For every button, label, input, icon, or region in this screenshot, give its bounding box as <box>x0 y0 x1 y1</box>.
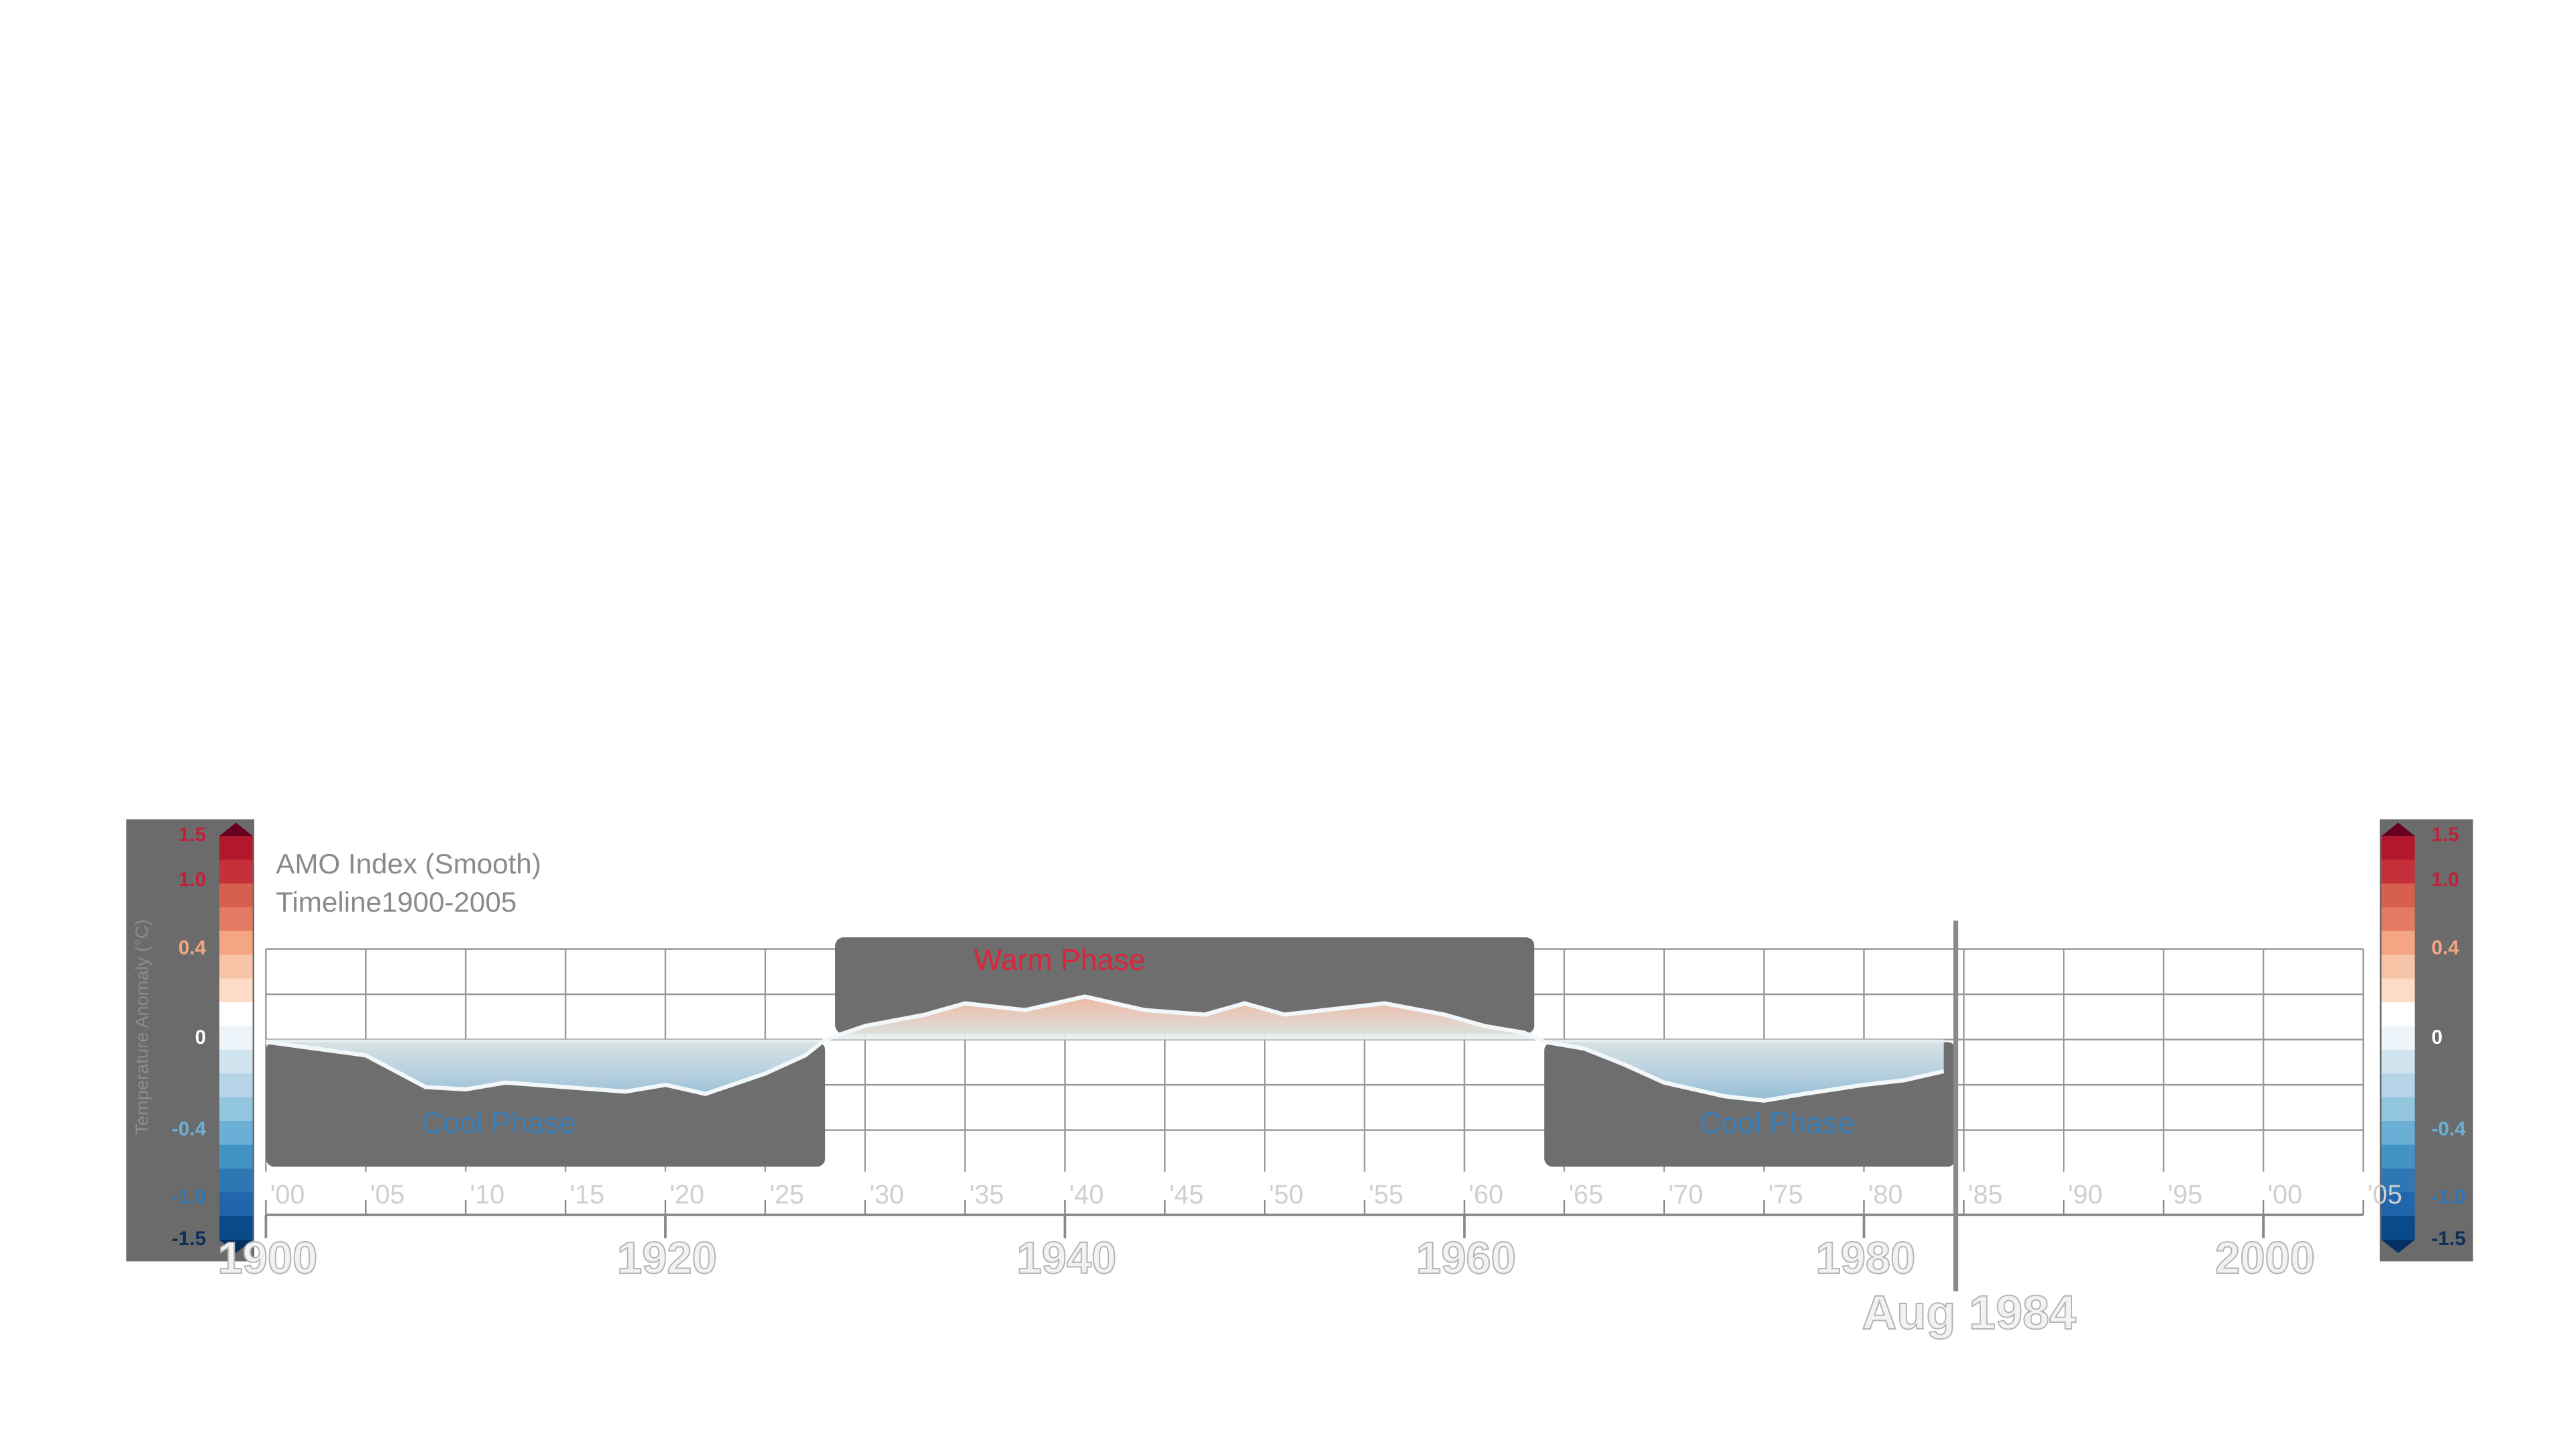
y-axis-label: Temperature Anomaly (°C) <box>131 919 152 1134</box>
colorbar-tick-label: -1.0 <box>172 1186 206 1208</box>
colorbar-swatch <box>219 836 253 861</box>
colorbar-swatch <box>2381 1002 2415 1027</box>
x-tick-label: '35 <box>969 1180 1004 1210</box>
colorbar-tick-label: 0 <box>2431 1026 2443 1049</box>
colorbar-swatch <box>219 1168 253 1193</box>
colorbar-swatch <box>219 1026 253 1051</box>
colorbar-tick-label: -1.5 <box>172 1228 206 1250</box>
colorbar-swatch <box>2381 1097 2415 1122</box>
phase-label: Cool Phase <box>421 1107 576 1140</box>
chart-layer: 1.5 1.5 1.0 1.0 0.4 0.4 0 0 -0.4 -0.4 -1.0 -1.0 -1.5… <box>172 822 2466 1340</box>
colorbar-arrow <box>219 1240 253 1253</box>
colorbar-swatch <box>219 1002 253 1027</box>
time-marker-label: Aug 1984 <box>1862 1286 2076 1340</box>
colorbar-swatch <box>219 978 253 1004</box>
colorbar-swatch <box>219 1121 253 1146</box>
x-tick-label: '50 <box>1269 1180 1304 1210</box>
chart-title: AMO Index (Smooth) <box>276 848 541 879</box>
x-tick-label: '55 <box>1368 1180 1403 1210</box>
colorbar-tick-label: -1.0 <box>2431 1186 2465 1208</box>
line <box>265 994 1945 1103</box>
x-tick-label: '05 <box>2367 1180 2402 1210</box>
x-tick-label: '95 <box>2168 1180 2203 1210</box>
colorbar-swatch <box>2381 930 2415 956</box>
colorbar-swatch <box>219 1073 253 1098</box>
x-tick-label: '45 <box>1169 1180 1204 1210</box>
x-tick-label: '80 <box>1868 1180 1903 1210</box>
colorbar-arrow <box>2381 1240 2415 1253</box>
colorbar-swatch <box>219 1097 253 1122</box>
colorbar-swatch <box>2381 955 2415 979</box>
colorbar-tick-label: -0.4 <box>172 1118 207 1140</box>
x-tick-label: '65 <box>1568 1180 1603 1210</box>
colorbar-swatch <box>219 883 253 908</box>
x-tick-label: '25 <box>769 1180 804 1210</box>
colorbar-tick-label: 1.5 <box>178 824 206 846</box>
x-tick-label: '85 <box>1968 1180 2003 1210</box>
colorbar-tick-label: 0.4 <box>178 936 207 959</box>
colorbar-swatch <box>219 859 253 885</box>
colorbar-tick-label: 0 <box>195 1026 207 1049</box>
colorbar-tick-label: 1.0 <box>178 869 206 891</box>
colorbar-swatch <box>2381 907 2415 932</box>
major-x-tick-label: 1920 <box>617 1233 717 1283</box>
colorbar-swatch <box>2381 1049 2415 1075</box>
colorbar-swatch <box>2381 1192 2415 1217</box>
colorbar-arrow <box>2381 822 2415 837</box>
colorbar-swatch <box>2381 1144 2415 1170</box>
x-tick-label: '30 <box>869 1180 904 1210</box>
colorbar-tick-label: 0.4 <box>2431 936 2459 959</box>
x-tick-label: '40 <box>1069 1180 1104 1210</box>
x-tick-label: '15 <box>570 1180 604 1210</box>
x-tick-label: '70 <box>1668 1180 1703 1210</box>
colorbar-tick-label: 1.0 <box>2431 869 2459 891</box>
colorbar-swatch <box>2381 1168 2415 1193</box>
colorbar-swatch <box>2381 1073 2415 1098</box>
colorbar-swatch <box>2381 883 2415 908</box>
major-x-tick-label: 1940 <box>1017 1233 1117 1283</box>
major-x-tick-label: 2000 <box>2215 1233 2315 1283</box>
major-x-tick-label: 1960 <box>1416 1233 1516 1283</box>
x-tick-label: '00 <box>270 1180 305 1210</box>
x-tick-label: '90 <box>2068 1180 2103 1210</box>
x-tick-label: '05 <box>370 1180 405 1210</box>
colorbar-swatch <box>2381 1026 2415 1051</box>
colorbar-tick-label: -1.5 <box>2431 1228 2465 1250</box>
chart-subtitle: Timeline1900-2005 <box>276 886 517 918</box>
colorbar-swatch <box>219 1216 253 1241</box>
phase-label: Cool Phase <box>1700 1107 1854 1140</box>
x-tick-label: '60 <box>1468 1180 1503 1210</box>
colorbar-swatch <box>2381 978 2415 1004</box>
colorbar-swatch <box>219 1049 253 1075</box>
phase-label: Warm Phase <box>973 944 1145 977</box>
major-x-tick-label: 1900 <box>217 1233 317 1283</box>
colorbar-swatch <box>219 955 253 979</box>
colorbar-swatch <box>219 907 253 932</box>
colorbar-tick-label: 1.5 <box>2431 824 2459 846</box>
colorbar-arrow <box>219 822 253 837</box>
x-tick-label: '20 <box>669 1180 704 1210</box>
colorbar-swatch <box>219 1144 253 1170</box>
x-tick-label: '00 <box>2267 1180 2302 1210</box>
colorbar-swatch <box>219 930 253 956</box>
colorbar-swatch <box>219 1192 253 1217</box>
colorbar-swatch <box>2381 859 2415 885</box>
x-tick-label: '10 <box>470 1180 505 1210</box>
colorbar-swatch <box>2381 1216 2415 1241</box>
area <box>266 996 1944 1101</box>
colorbar-tick-label: -0.4 <box>2431 1118 2466 1140</box>
colorbar-swatch <box>2381 836 2415 861</box>
x-tick-label: '75 <box>1768 1180 1803 1210</box>
major-x-tick-label: 1980 <box>1816 1233 1916 1283</box>
colorbar-swatch <box>2381 1121 2415 1146</box>
